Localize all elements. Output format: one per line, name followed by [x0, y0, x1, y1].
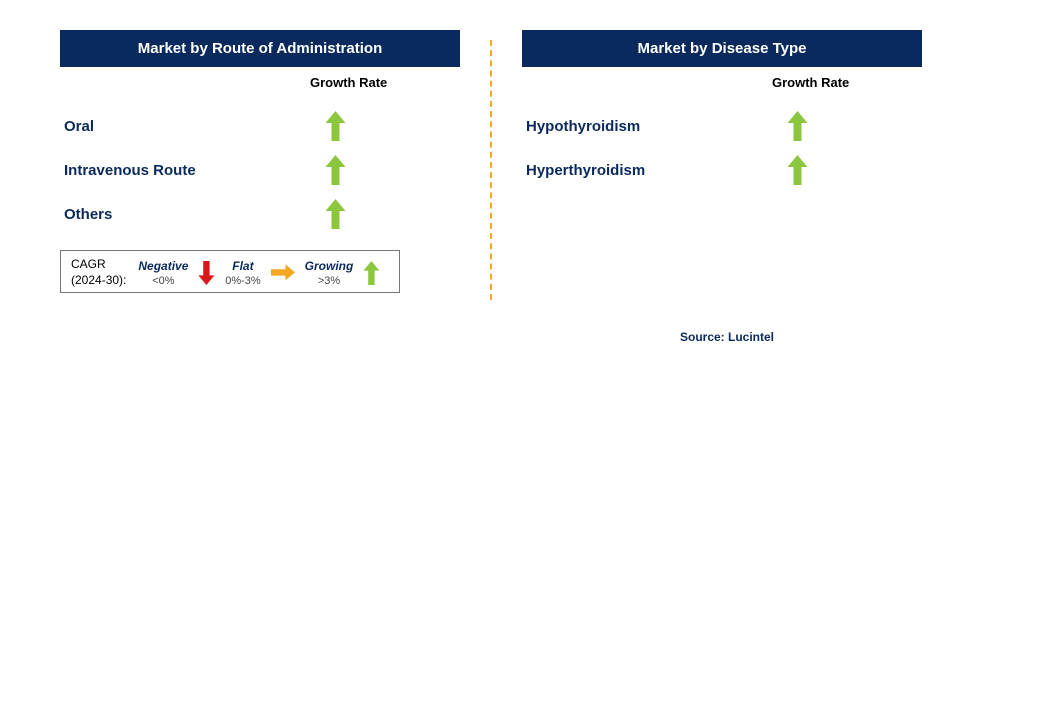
row-label: Oral	[60, 118, 310, 135]
legend-item-icon	[363, 261, 380, 285]
legend-item: Growing >3%	[305, 259, 354, 287]
row-growth-icon	[310, 155, 360, 185]
right-rows: Hypothyroidism Hyperthyroidism	[522, 104, 922, 192]
legend-item-range: <0%	[152, 275, 174, 287]
row-label: Intravenous Route	[60, 162, 310, 179]
row-growth-icon	[772, 155, 822, 185]
up-arrow-icon	[787, 155, 808, 185]
source-label: Source: Lucintel	[680, 330, 774, 344]
row-growth-icon	[772, 111, 822, 141]
panel-divider	[490, 40, 492, 300]
data-row: Intravenous Route	[60, 148, 460, 192]
up-arrow-icon	[787, 111, 808, 141]
right-arrow-icon	[271, 264, 295, 281]
data-row: Oral	[60, 104, 460, 148]
cagr-legend: CAGR(2024-30): Negative <0% Flat 0%-3% G…	[60, 250, 400, 293]
legend-item: Negative <0%	[138, 259, 188, 287]
data-row: Hyperthyroidism	[522, 148, 922, 192]
legend-item-icon	[198, 261, 215, 285]
left-column-header: Growth Rate	[310, 75, 460, 90]
left-panel: Market by Route of Administration Growth…	[60, 30, 460, 300]
left-rows: Oral Intravenous Route Others	[60, 104, 460, 236]
right-column-header: Growth Rate	[772, 75, 922, 90]
chart-container: Market by Route of Administration Growth…	[0, 0, 1050, 300]
row-label: Hypothyroidism	[522, 118, 772, 135]
data-row: Hypothyroidism	[522, 104, 922, 148]
legend-item-label: Growing	[305, 259, 354, 273]
up-arrow-icon	[363, 261, 380, 285]
row-label: Hyperthyroidism	[522, 162, 772, 179]
left-panel-title: Market by Route of Administration	[60, 30, 460, 67]
up-arrow-icon	[325, 155, 346, 185]
legend-item-icon	[271, 264, 295, 281]
up-arrow-icon	[325, 199, 346, 229]
legend-title: CAGR(2024-30):	[71, 257, 126, 288]
legend-item-range: >3%	[318, 275, 340, 287]
legend-item-label: Flat	[232, 259, 253, 273]
down-arrow-icon	[198, 261, 215, 285]
row-label: Others	[60, 206, 310, 223]
legend-item: Flat 0%-3%	[225, 259, 260, 287]
right-panel: Market by Disease Type Growth Rate Hypot…	[522, 30, 922, 300]
data-row: Others	[60, 192, 460, 236]
right-panel-title: Market by Disease Type	[522, 30, 922, 67]
legend-item-label: Negative	[138, 259, 188, 273]
row-growth-icon	[310, 199, 360, 229]
row-growth-icon	[310, 111, 360, 141]
up-arrow-icon	[325, 111, 346, 141]
legend-item-range: 0%-3%	[225, 275, 260, 287]
